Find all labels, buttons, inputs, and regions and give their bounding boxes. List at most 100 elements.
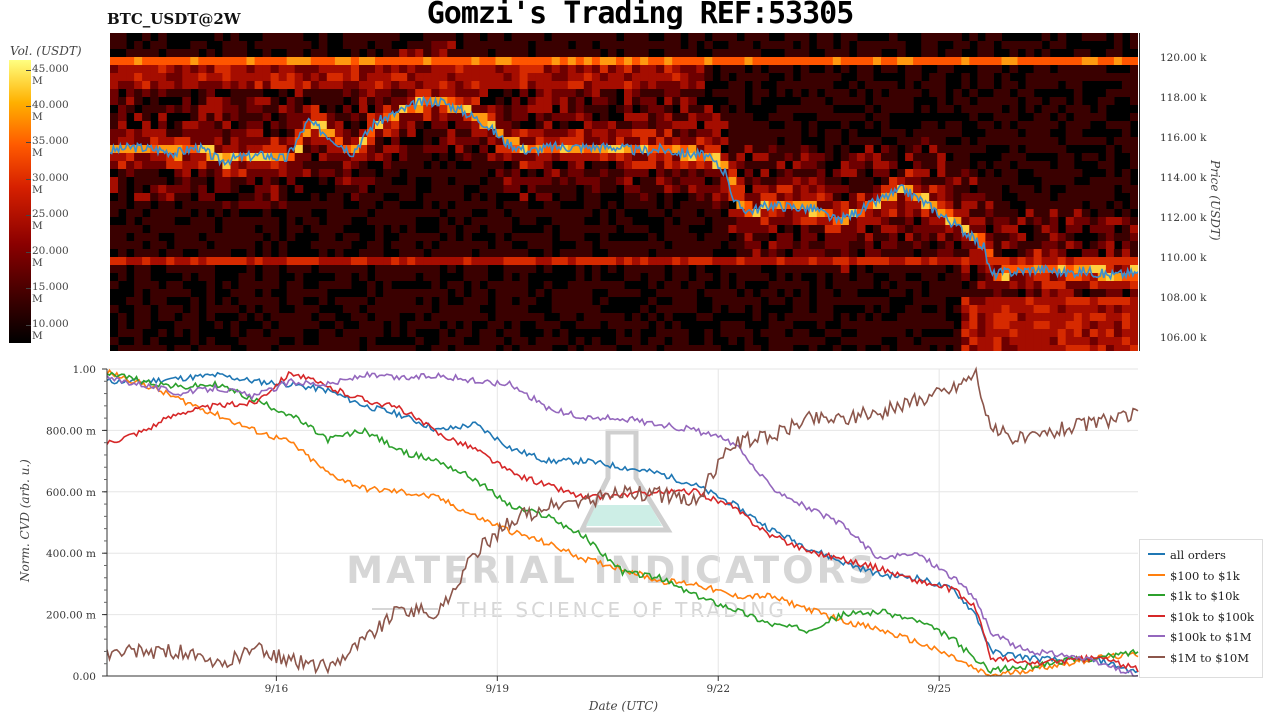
heatmap-cell (848, 257, 858, 265)
heatmap-cell (616, 313, 625, 321)
heatmap-cell (511, 41, 521, 49)
heatmap-cell (190, 241, 199, 249)
heatmap-cell (848, 289, 858, 297)
heatmap-cell (945, 193, 954, 201)
heatmap-cell (559, 89, 569, 97)
heatmap-cell (294, 289, 304, 297)
heatmap-cell (1009, 345, 1019, 351)
heatmap-cell (913, 321, 922, 329)
heatmap-cell (134, 89, 143, 97)
heatmap-cell (230, 241, 240, 249)
heatmap-cell (190, 57, 199, 65)
heatmap-cell (776, 177, 786, 185)
heatmap-cell (921, 137, 930, 145)
heatmap-cell (1009, 41, 1019, 49)
heatmap-cell (190, 329, 199, 337)
heatmap-cell (760, 169, 770, 177)
heatmap-cell (688, 289, 697, 297)
x-tick-label: 9/25 (927, 683, 951, 695)
heatmap-cell (1033, 233, 1043, 241)
heatmap-cell (824, 49, 834, 57)
heatmap-cell (1113, 281, 1123, 289)
heatmap-cell (800, 281, 810, 289)
heatmap-cell (262, 145, 272, 153)
heatmap-cell (921, 129, 930, 137)
heatmap-cell (632, 81, 641, 89)
heatmap-cell (399, 273, 408, 281)
heatmap-cell (1025, 273, 1035, 281)
heatmap-cell (190, 161, 199, 169)
heatmap-cell (359, 257, 368, 265)
heatmap-cell (583, 241, 593, 249)
heatmap-cell (423, 289, 432, 297)
heatmap-cell (1009, 337, 1019, 345)
heatmap-cell (543, 281, 553, 289)
heatmap-cell (1049, 233, 1059, 241)
heatmap-cell (575, 129, 585, 137)
heatmap-cell (1097, 97, 1107, 105)
heatmap-cell (921, 265, 930, 273)
heatmap-cell (656, 305, 665, 313)
heatmap-cell (776, 233, 786, 241)
heatmap-cell (278, 41, 288, 49)
heatmap-cell (375, 329, 384, 337)
heatmap-cell (391, 65, 400, 73)
heatmap-cell (752, 185, 762, 193)
heatmap-cell (1033, 329, 1043, 337)
legend-item: $1k to $10k (1148, 589, 1239, 603)
heatmap-cell (704, 161, 713, 169)
heatmap-cell (1081, 257, 1091, 265)
heatmap-cell (302, 345, 312, 351)
heatmap-cell (583, 41, 593, 49)
heatmap-cell (591, 105, 601, 113)
heatmap-cell (439, 169, 448, 177)
heatmap-cell (720, 273, 729, 281)
heatmap-cell (270, 193, 280, 201)
heatmap-cell (824, 89, 834, 97)
heatmap-cell (214, 73, 223, 81)
heatmap-cell (391, 297, 400, 305)
heatmap-cell (278, 65, 288, 73)
heatmap-cell (359, 185, 368, 193)
heatmap-cell (214, 65, 223, 73)
heatmap-cell (367, 57, 376, 65)
heatmap-cell (118, 249, 127, 257)
heatmap-cell (519, 297, 529, 305)
heatmap-cell (1105, 121, 1115, 129)
heatmap-cell (415, 97, 424, 105)
heatmap-cell (551, 81, 561, 89)
heatmap-cell (848, 193, 858, 201)
heatmap-cell (977, 265, 986, 273)
heatmap-cell (800, 49, 810, 57)
heatmap-cell (1097, 193, 1107, 201)
heatmap-cell (624, 177, 633, 185)
heatmap-cell (1089, 265, 1099, 273)
heatmap-cell (881, 281, 890, 289)
heatmap-cell (977, 337, 986, 345)
heatmap-cell (399, 185, 408, 193)
heatmap-cell (198, 257, 207, 265)
heatmap-cell (591, 97, 601, 105)
heatmap-cell (318, 257, 328, 265)
heatmap-cell (479, 217, 488, 225)
heatmap-cell (905, 177, 914, 185)
heatmap-cell (977, 145, 986, 153)
heatmap-cell (391, 49, 400, 57)
heatmap-cell (190, 265, 199, 273)
heatmap-cell (1105, 161, 1115, 169)
heatmap-cell (527, 33, 537, 41)
legend-swatch (1148, 553, 1165, 555)
heatmap-cell (439, 225, 448, 233)
heatmap-cell (334, 65, 344, 73)
heatmap-cell (1041, 329, 1051, 337)
heatmap-cell (487, 129, 497, 137)
heatmap-cell (334, 273, 344, 281)
heatmap-cell (391, 81, 400, 89)
heatmap-cell (728, 217, 737, 225)
heatmap-cell (881, 257, 890, 265)
heatmap-cell (423, 257, 432, 265)
heatmap-cell (824, 305, 834, 313)
heatmap-cell (985, 321, 994, 329)
heatmap-cell (583, 81, 593, 89)
heatmap-cell (1121, 297, 1131, 305)
